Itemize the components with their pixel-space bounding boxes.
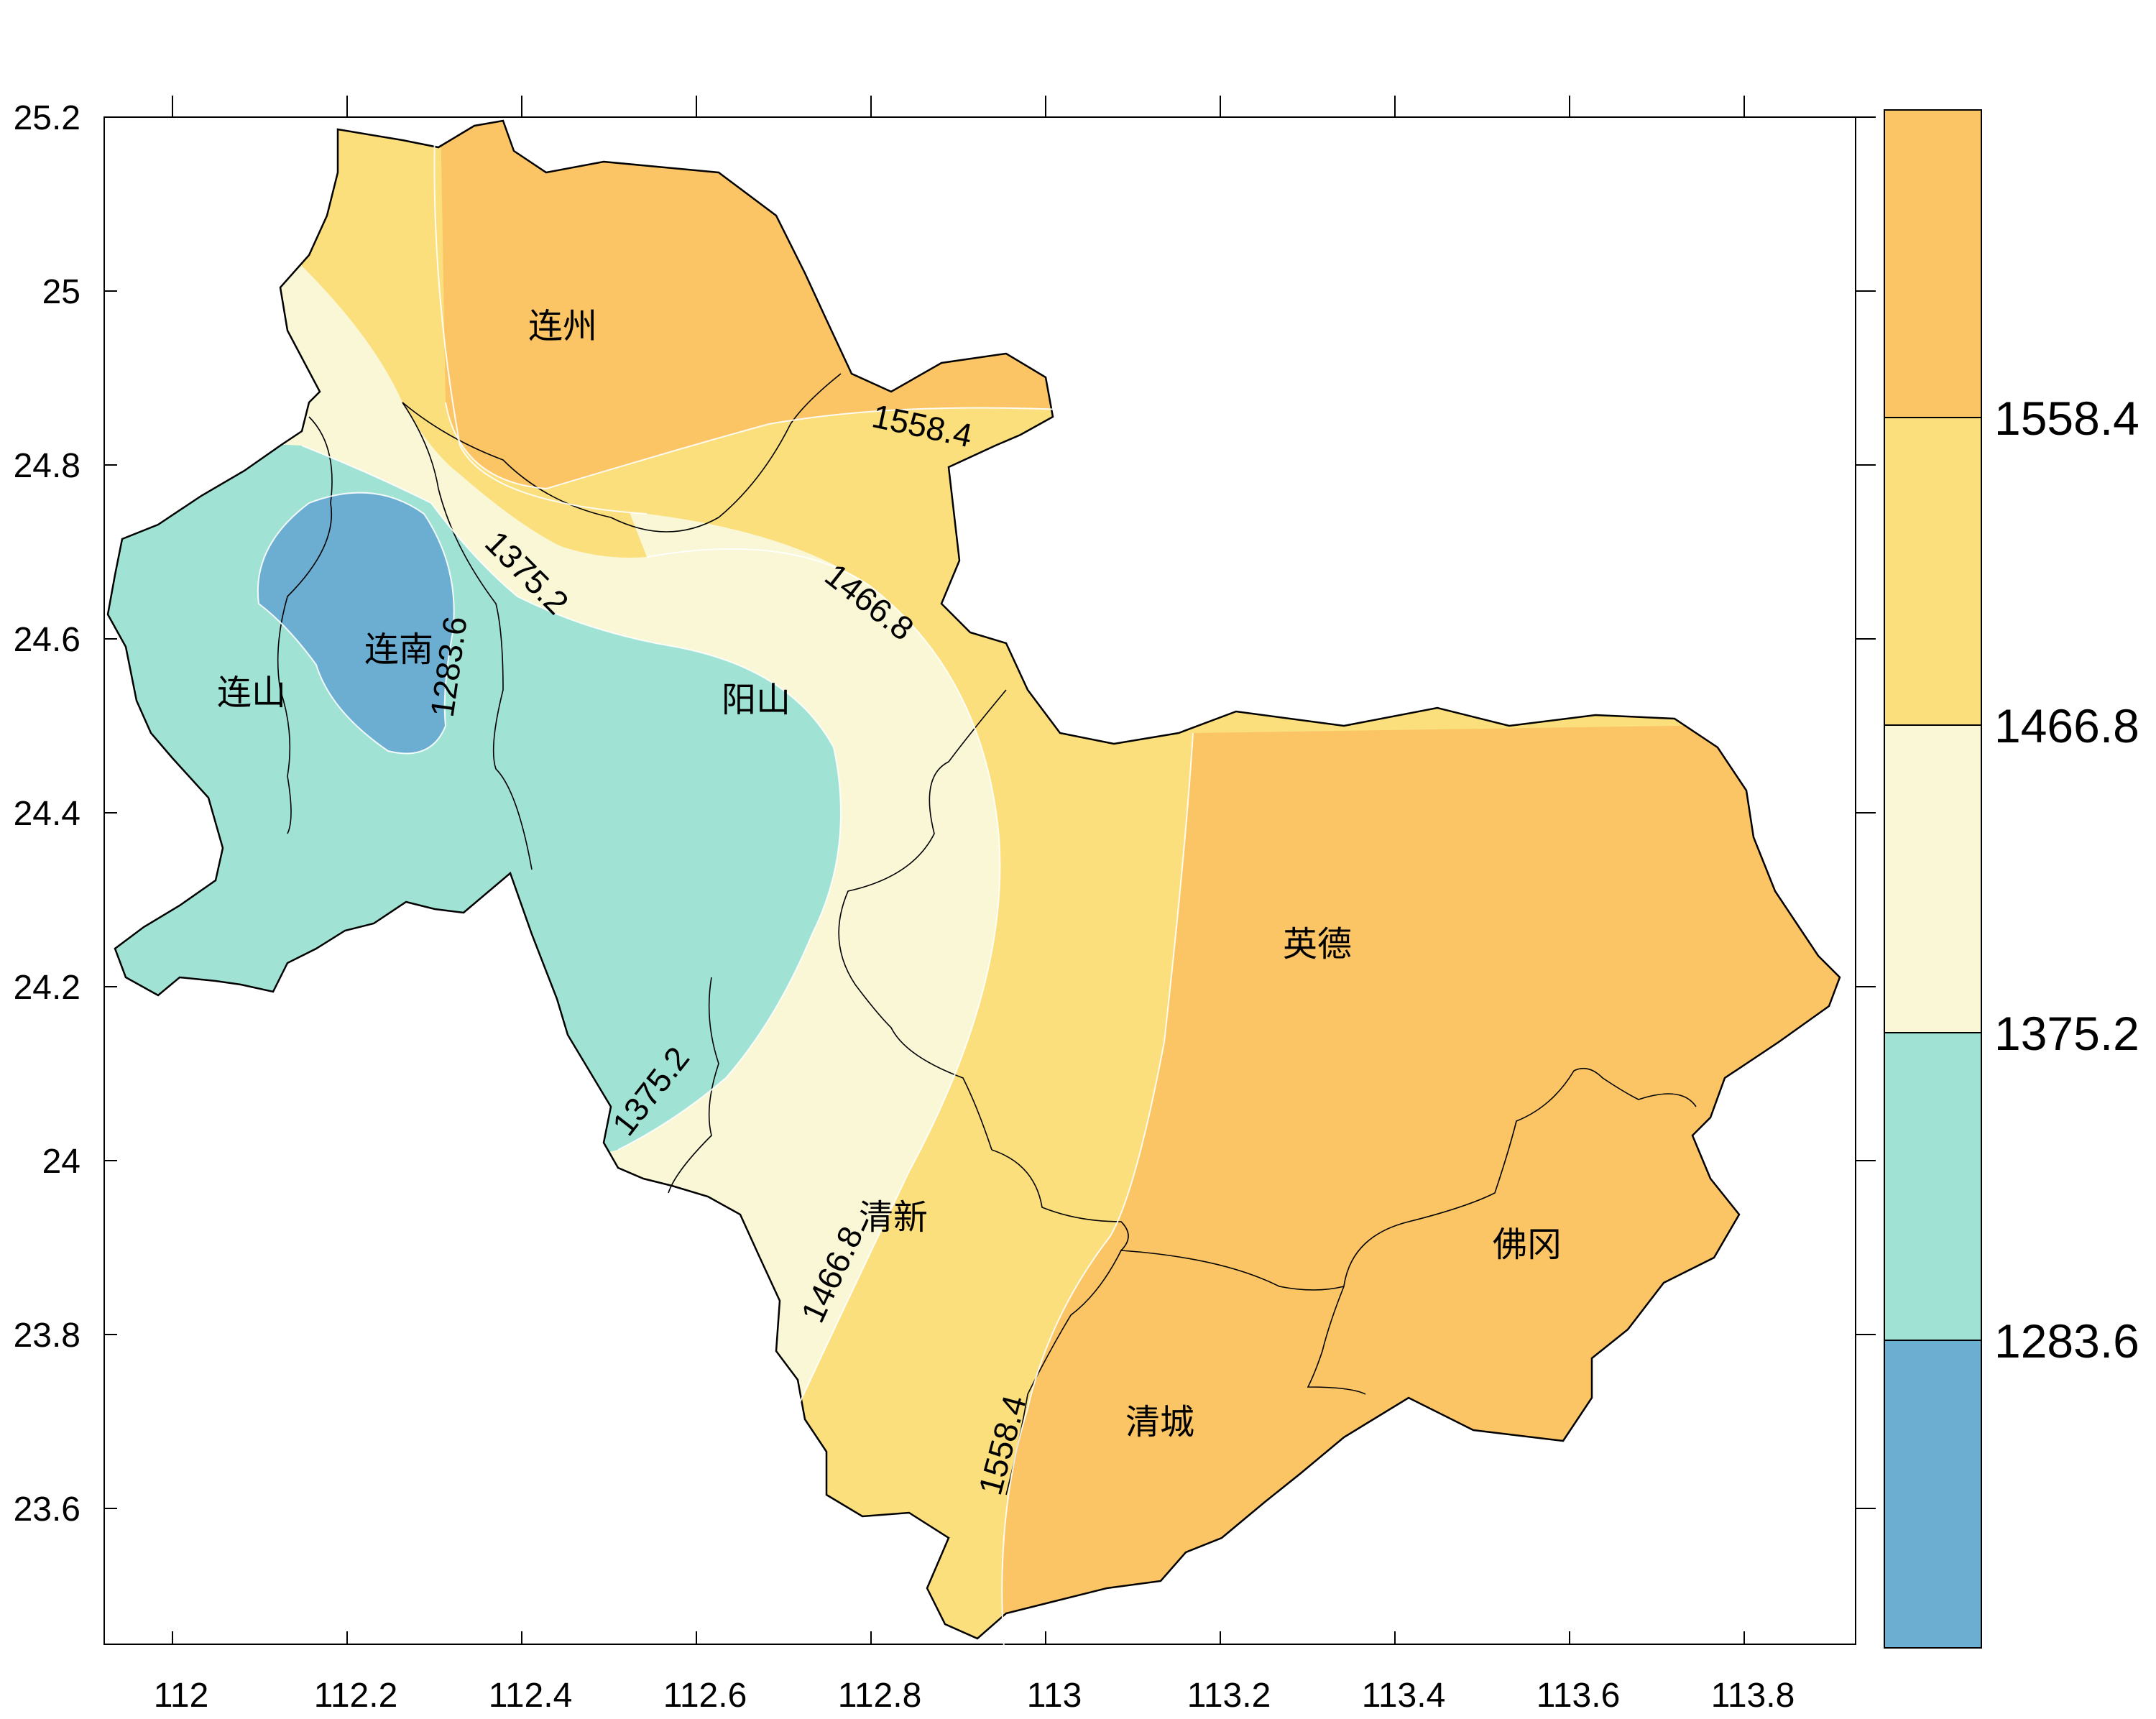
legend-swatch <box>1884 1033 1981 1340</box>
x-tick-label: 112.8 <box>838 1677 922 1715</box>
place-lianshan: 连山 <box>217 673 286 713</box>
y-tick-label: 24.4 <box>14 795 80 833</box>
x-tick-label: 113.8 <box>1711 1677 1795 1715</box>
place-labels: 连州 连南 连山 阳山 英德 清新 佛冈 清城 <box>217 306 1562 1442</box>
place-yingde: 英德 <box>1283 924 1352 964</box>
y-axis-labels: 25.2 25 24.8 24.6 24.4 24.2 24 23.8 23.6 <box>14 99 80 1529</box>
band-above-1558-east <box>1002 719 1840 1639</box>
legend-label: 1375.2 <box>1994 1007 2139 1060</box>
contour-lines <box>257 129 1194 1675</box>
legend-label: 1283.6 <box>1994 1314 2139 1368</box>
x-tick-label: 113.2 <box>1187 1677 1271 1715</box>
place-liannan: 连南 <box>364 630 433 670</box>
y-tick-label: 25.2 <box>14 99 80 137</box>
y-tick-label: 25 <box>42 273 80 311</box>
contour-1558-north <box>445 402 1064 490</box>
contour-1558-east <box>1001 732 1194 1675</box>
boundary-yingde-fogang <box>1343 1067 1697 1287</box>
x-tick-label: 112.6 <box>663 1677 747 1715</box>
y-tick-label: 24.8 <box>14 447 80 485</box>
x-axis-ticks <box>172 96 1745 1644</box>
legend-colorbar: 1558.4 1466.8 1375.2 1283.6 <box>1884 109 2139 1649</box>
contour-1466-east <box>646 548 1001 1431</box>
legend-label: 1558.4 <box>1994 392 2139 445</box>
x-tick-label: 113.4 <box>1362 1677 1446 1715</box>
band-below-1283 <box>257 492 454 754</box>
contour-1466-north <box>433 129 648 515</box>
place-lianzhou: 连州 <box>528 306 597 346</box>
y-tick-label: 23.6 <box>14 1490 80 1529</box>
legend-label: 1466.8 <box>1994 699 2139 752</box>
boundary-yangshan-qingxin <box>668 977 719 1194</box>
legend-swatch <box>1884 725 1981 1033</box>
place-qingcheng: 清城 <box>1125 1402 1194 1442</box>
x-tick-label: 112.2 <box>314 1677 398 1715</box>
y-tick-label: 24.2 <box>14 969 80 1007</box>
x-tick-label: 113 <box>1027 1677 1082 1715</box>
contour-1283 <box>257 492 455 755</box>
x-tick-label: 112 <box>154 1677 209 1715</box>
boundary-liannan-yangshan <box>402 402 533 870</box>
legend-swatch <box>1884 418 1981 725</box>
boundary-fogang-qingcheng <box>1307 1286 1366 1395</box>
x-tick-label: 113.6 <box>1537 1677 1621 1715</box>
y-tick-label: 23.8 <box>14 1317 80 1355</box>
boundary-yangshan-yingde <box>838 689 1007 1151</box>
y-tick-label: 24.6 <box>14 621 80 659</box>
y-axis-ticks <box>104 116 1876 1509</box>
x-axis-labels: 112 112.2 112.4 112.6 112.8 113 113.2 11… <box>154 1677 1795 1715</box>
place-fogang: 佛冈 <box>1493 1225 1562 1265</box>
boundary-lianshan-liannan <box>277 416 333 834</box>
legend-swatch <box>1884 110 1981 418</box>
contour-1375 <box>301 445 842 1151</box>
y-tick-label: 24 <box>42 1143 80 1181</box>
place-qingxin: 清新 <box>859 1197 928 1238</box>
place-yangshan: 阳山 <box>722 680 791 720</box>
legend-swatch <box>1884 1340 1981 1648</box>
boundary-lianzhou-yangshan <box>402 373 842 533</box>
x-tick-label: 112.4 <box>489 1677 573 1715</box>
boundary-qingxin-qingcheng <box>991 1149 1345 1291</box>
county-boundaries <box>277 373 1697 1496</box>
